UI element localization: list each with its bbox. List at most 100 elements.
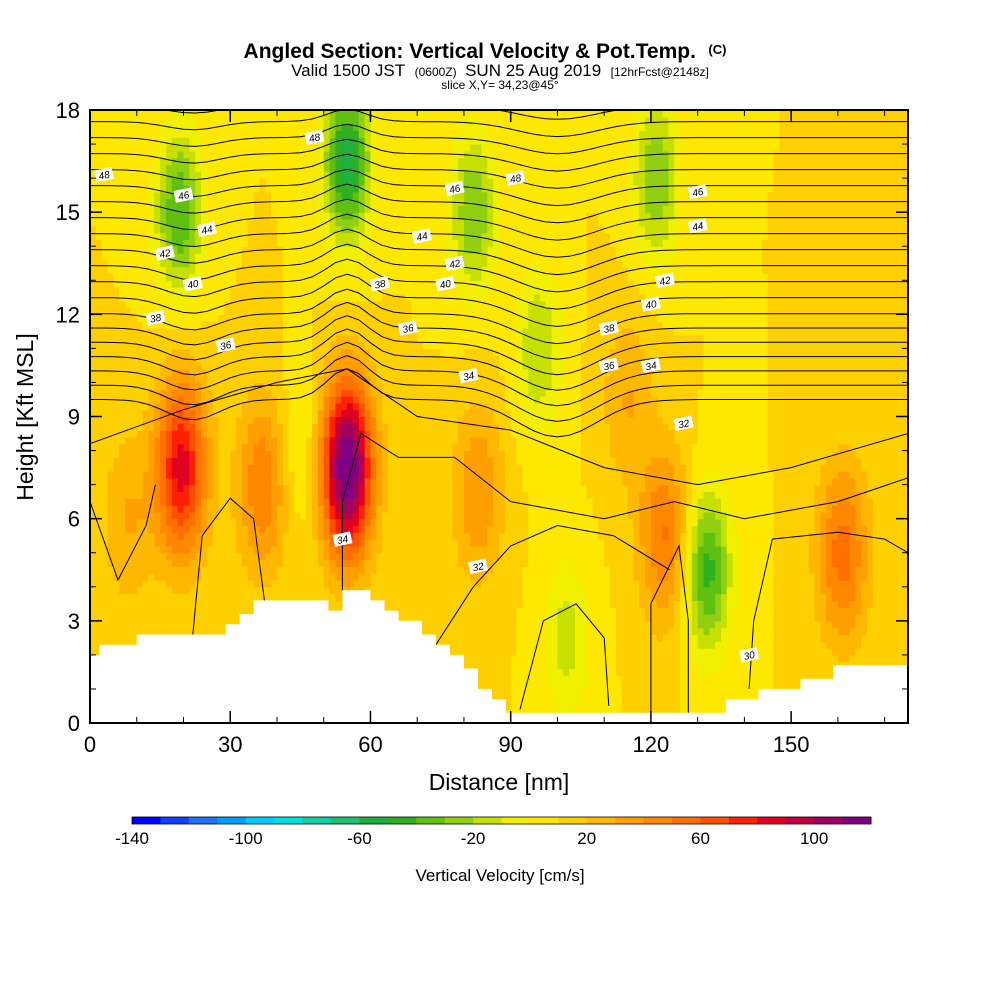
velocity-cell [352,443,360,452]
velocity-cell [236,457,243,465]
velocity-cell [90,266,97,275]
velocity-cell [154,573,161,581]
velocity-cell [405,579,412,588]
velocity-cell [148,396,155,404]
velocity-cell [294,327,301,336]
velocity-cell [148,545,155,554]
velocity-cell [230,130,237,138]
velocity-cell [90,484,97,493]
velocity-cell [201,573,208,581]
velocity-cell [241,116,249,125]
velocity-cell [148,450,155,458]
velocity-cell [218,525,225,533]
velocity-cell [224,253,231,261]
velocity-cell [189,627,196,636]
velocity-cell [90,280,97,288]
velocity-cell [224,552,231,561]
velocity-cell [399,232,407,241]
velocity-cell [282,457,290,465]
velocity-cell [393,389,401,397]
velocity-cell [282,559,290,567]
velocity-cell [288,518,296,527]
velocity-cell [276,300,284,309]
velocity-cell [411,505,418,513]
velocity-cell [294,450,301,458]
velocity-cell [352,321,360,329]
velocity-cell [230,225,237,234]
velocity-cell [335,552,342,561]
velocity-cell [95,648,103,656]
velocity-cell [411,600,418,608]
velocity-cell [317,402,325,411]
velocity-cell [130,123,138,132]
subtitle-valid: Valid 1500 JST [291,61,405,80]
velocity-cell [382,579,389,588]
velocity-cell [130,334,138,343]
velocity-cell [130,464,138,472]
velocity-cell [154,273,161,281]
velocity-cell [317,280,325,288]
velocity-cell [306,457,313,465]
velocity-cell [183,450,190,458]
velocity-cell [341,144,348,152]
velocity-cell [306,144,313,152]
velocity-cell [136,157,144,166]
velocity-cell [171,484,179,493]
velocity-cell [405,218,412,227]
velocity-cell [218,130,225,138]
velocity-cell [265,348,272,356]
velocity-cell [329,573,336,581]
velocity-cell [253,178,261,186]
velocity-cell [195,586,202,595]
velocity-cell [294,355,301,363]
velocity-cell [160,232,167,241]
velocity-cell [165,539,173,547]
velocity-cell [358,464,366,472]
velocity-cell [247,470,255,479]
velocity-cell [95,225,103,234]
velocity-cell [171,348,179,356]
velocity-cell [224,436,231,445]
velocity-cell [259,436,266,445]
velocity-cell [201,627,208,636]
velocity-cell [376,436,383,445]
velocity-cell [183,396,190,404]
velocity-cell [376,259,383,268]
velocity-cell [405,545,412,554]
velocity-cell [148,110,155,118]
velocity-cell [201,586,208,595]
velocity-cell [282,389,290,397]
velocity-cell [206,607,214,615]
velocity-cell [212,627,220,636]
velocity-cell [230,525,237,533]
velocity-cell [119,457,126,465]
velocity-cell [95,287,103,295]
velocity-cell [323,389,331,397]
velocity-cell [142,566,150,574]
velocity-cell [113,266,120,275]
velocity-cell [282,259,290,268]
velocity-cell [323,593,331,601]
velocity-cell [218,470,225,479]
velocity-cell [335,253,342,261]
velocity-cell [212,232,220,241]
velocity-cell [393,464,401,472]
velocity-cell [241,430,249,438]
velocity-cell [107,184,114,193]
velocity-cell [306,321,313,329]
velocity-cell [247,416,255,424]
velocity-cell [113,552,120,561]
velocity-cell [224,525,231,533]
velocity-cell [165,239,173,247]
velocity-cell [125,348,132,356]
velocity-cell [230,198,237,206]
velocity-cell [130,627,138,636]
velocity-cell [206,436,214,445]
velocity-cell [101,253,109,261]
velocity-cell [142,355,150,363]
velocity-cell [399,586,407,595]
velocity-cell [352,171,360,179]
velocity-cell [95,389,103,397]
velocity-cell [312,116,319,125]
velocity-cell [171,573,179,581]
